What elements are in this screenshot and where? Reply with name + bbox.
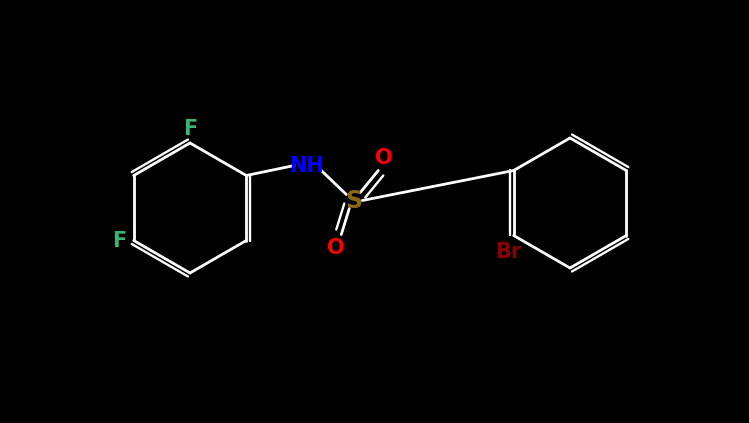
Text: F: F: [183, 119, 197, 139]
Text: NH: NH: [289, 156, 324, 176]
Text: Br: Br: [496, 242, 522, 261]
Text: S: S: [346, 189, 363, 212]
Text: O: O: [327, 237, 345, 258]
Text: F: F: [112, 231, 127, 250]
Text: O: O: [375, 148, 393, 168]
